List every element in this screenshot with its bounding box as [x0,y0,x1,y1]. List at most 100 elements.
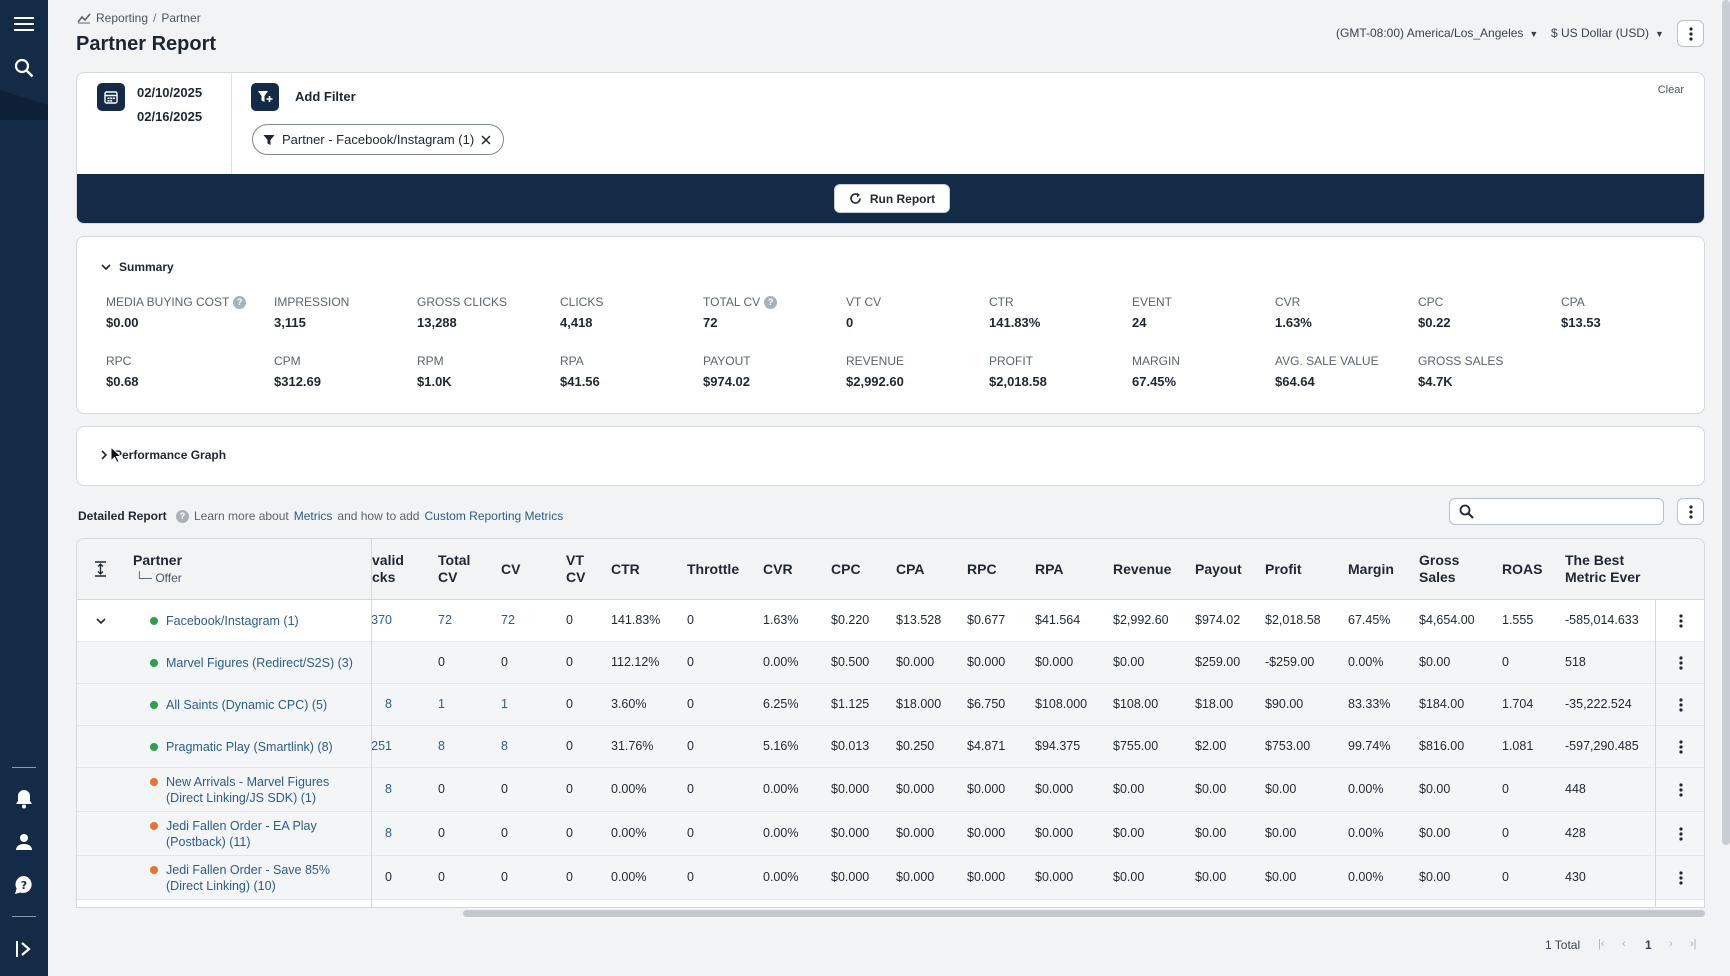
column-header[interactable]: RPA [1035,561,1064,578]
column-header[interactable]: The Best Metric Ever [1565,552,1640,586]
column-header-line2: CV [566,569,586,585]
detailed-report-table: Partner └─ Offer valid cks Total CV CV VT CV CT… [76,538,1705,908]
column-header[interactable]: CPA [896,561,925,578]
table-cell: 1.63% [763,613,799,627]
column-header[interactable]: Profit [1265,561,1302,578]
table-cell: 428 [1565,826,1586,840]
table-cell[interactable]: 72 [438,613,452,627]
column-header[interactable]: Revenue [1113,561,1171,578]
performance-graph-toggle[interactable]: Performance Graph [101,448,226,462]
close-icon[interactable] [481,134,491,145]
column-header[interactable]: Gross Sales [1419,552,1459,586]
column-header-line1: Margin [1348,561,1394,577]
help-icon[interactable]: ? [764,295,778,309]
horizontal-scrollbar[interactable] [463,910,1705,917]
row-menu-kebab-icon[interactable] [1679,698,1683,712]
column-header[interactable]: Throttle [687,561,739,578]
partner-link[interactable]: Facebook/Instagram (1) [166,614,299,628]
column-header[interactable]: valid cks [372,552,404,586]
table-row[interactable]: Pragmatic Play (Smartlink) (8) 251 8 8 0 31.7… [77,726,1704,768]
column-header[interactable]: ROAS [1502,561,1542,578]
vertical-scrollbar[interactable] [1722,0,1730,845]
help-icon[interactable]: ? [233,295,246,309]
row-menu-kebab-icon[interactable] [1679,871,1683,885]
page-menu-button[interactable] [1677,20,1704,47]
clear-button[interactable]: Clear [1657,84,1684,96]
table-row[interactable]: All Saints (Dynamic CPC) (5) 8 1 1 0 3.60% 0 6.… [77,684,1704,726]
table-cell: 0 [501,870,508,884]
partner-column-header[interactable]: Partner [133,552,183,568]
table-cell[interactable]: 8 [501,739,508,753]
column-header[interactable]: CVR [763,561,793,578]
column-header[interactable]: Total CV [438,552,470,586]
table-row[interactable]: Jedi Fallen Order - EA Play (Postback) (1… [77,812,1704,856]
bell-icon[interactable] [12,787,36,811]
hamburger-icon[interactable] [12,12,36,36]
offer-link[interactable]: New Arrivals - Marvel Figures (Direct Lin… [166,774,329,806]
custom-metrics-link[interactable]: Custom Reporting Metrics [424,509,564,523]
table-row[interactable]: Jedi Fallen Order - Save 85% (Direct Link… [77,856,1704,900]
expand-all-icon[interactable] [94,561,107,577]
table-cell[interactable]: 251 [372,739,392,753]
pager-current-page[interactable]: 1 [1645,938,1652,952]
table-menu-button[interactable] [1677,498,1704,525]
offer-link[interactable]: Jedi Fallen Order - Save 85% (Direct Link… [166,862,330,894]
mouse-cursor-icon [110,446,122,464]
table-cell[interactable]: 1 [438,697,445,711]
timezone-select[interactable]: (GMT-08:00) America/Los_Angeles ▼ [1336,26,1538,40]
column-header[interactable]: RPC [967,561,997,578]
run-report-button[interactable]: Run Report [834,184,950,213]
filter-chip[interactable]: Partner - Facebook/Instagram (1) [252,124,505,155]
column-header[interactable]: CV [501,561,520,578]
row-menu-kebab-icon[interactable] [1679,740,1683,754]
user-icon[interactable] [12,830,36,854]
column-header[interactable]: CTR [611,561,640,578]
column-header[interactable]: CPC [831,561,861,578]
summary-toggle[interactable]: Summary [101,260,174,274]
pager-last-button[interactable]: ›| [1690,938,1697,950]
expand-icon[interactable] [12,937,36,961]
table-row[interactable]: Marvel Figures (Redirect/S2S) (3) 0 0 0 112.… [77,642,1704,684]
row-menu-kebab-icon[interactable] [1679,614,1683,628]
table-cell[interactable]: 1 [501,697,508,711]
row-menu-kebab-icon[interactable] [1679,656,1683,670]
currency-select[interactable]: $ US Dollar (USD) ▼ [1551,26,1664,40]
offer-link[interactable]: Marvel Figures (Redirect/S2S) (3) [166,656,353,670]
add-filter-label[interactable]: Add Filter [295,89,356,104]
date-range[interactable]: 02/10/2025 02/16/2025 [77,73,232,174]
page-title: Partner Report [76,33,217,55]
breadcrumb-root[interactable]: Reporting [96,11,149,25]
search-input[interactable] [1480,503,1655,521]
add-filter-button[interactable] [251,83,279,111]
row-menu-kebab-icon[interactable] [1679,783,1683,797]
table-cell[interactable]: 8 [385,697,392,711]
table-cell: $0.013 [831,739,870,753]
table-cell[interactable]: 8 [385,782,392,796]
column-header[interactable]: Payout [1195,561,1242,578]
table-cell: $0.000 [967,655,1006,669]
offer-link[interactable]: Pragmatic Play (Smartlink) (8) [166,740,333,754]
metrics-link[interactable]: Metrics [293,509,333,523]
table-cell[interactable]: 72 [501,613,515,627]
table-cell[interactable]: 8 [385,826,392,840]
calendar-button[interactable] [97,83,125,111]
table-row[interactable]: Facebook/Instagram (1) 370 72 72 0 141.83% 0 1.… [77,600,1704,642]
column-header-line1: The Best [1565,552,1625,568]
pager-first-button[interactable]: |‹ [1598,938,1605,950]
column-header[interactable]: Margin [1348,561,1394,578]
help-chat-icon[interactable]: ? [12,873,36,897]
chevron-down-icon[interactable] [96,618,106,625]
row-menu-kebab-icon[interactable] [1679,827,1683,841]
offer-link[interactable]: Jedi Fallen Order - EA Play (Postback) (1… [166,818,317,850]
offer-link[interactable]: All Saints (Dynamic CPC) (5) [166,698,328,712]
table-search[interactable] [1449,498,1664,525]
metric-label: GROSS CLICKS [417,295,557,309]
table-cell[interactable]: 8 [438,739,445,753]
column-header[interactable]: VT CV [566,552,585,586]
table-cell[interactable]: 370 [372,613,392,627]
table-row[interactable]: New Arrivals - Marvel Figures (Direct Lin… [77,768,1704,812]
pager-prev-button[interactable]: ‹ [1622,938,1626,950]
search-icon[interactable] [12,56,36,80]
pager-next-button[interactable]: › [1669,938,1673,950]
metric-label: PROFIT [989,354,1129,368]
